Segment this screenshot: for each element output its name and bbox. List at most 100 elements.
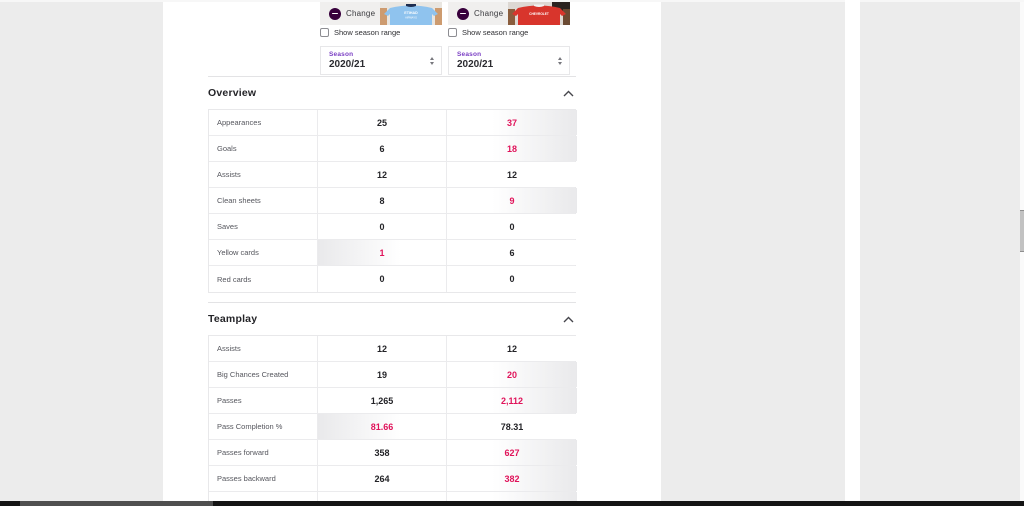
table-row: Clean sheets 8 9 bbox=[209, 188, 577, 214]
stat-value-right: 0 bbox=[447, 266, 577, 292]
chevron-up-icon[interactable] bbox=[563, 316, 576, 323]
stat-label: Passes backward bbox=[209, 466, 318, 491]
horizontal-scrollbar[interactable] bbox=[0, 501, 1024, 506]
stat-value-left: 0 bbox=[318, 214, 447, 239]
chevron-up-icon[interactable] bbox=[563, 90, 576, 97]
stat-value-left: 8 bbox=[318, 188, 447, 213]
horizontal-scrollbar-thumb[interactable] bbox=[20, 501, 213, 506]
section-teamplay: Teamplay Assists 12 12 Big Chances Creat… bbox=[208, 302, 577, 501]
stat-value-right: 12 bbox=[447, 162, 577, 187]
comparison-panel: Change ETIHAD AIRWAYS Change CHEVROLET bbox=[163, 2, 661, 501]
stat-value-left: 12 bbox=[318, 162, 447, 187]
stat-label: Yellow cards bbox=[209, 240, 318, 265]
stat-value-right: 78.31 bbox=[447, 414, 577, 439]
stat-value-right: 18 bbox=[447, 136, 577, 161]
section-teamplay-header[interactable]: Teamplay bbox=[208, 303, 576, 335]
show-season-range-label: Show season range bbox=[334, 28, 401, 37]
teamplay-table: Assists 12 12 Big Chances Created 19 20 … bbox=[208, 335, 577, 501]
stat-label: Goals bbox=[209, 136, 318, 161]
vertical-scrollbar-thumb[interactable] bbox=[1020, 210, 1024, 252]
jersey-sponsor-subtext: AIRWAYS bbox=[405, 16, 417, 20]
top-edge-strip bbox=[0, 0, 1024, 2]
stat-label: Red cards bbox=[209, 266, 318, 292]
stat-value-left: 6 bbox=[318, 136, 447, 161]
jersey-sponsor-text: CHEVROLET bbox=[529, 12, 549, 16]
player-card-left: Change ETIHAD AIRWAYS bbox=[320, 2, 442, 25]
show-season-range-left: Show season range bbox=[320, 27, 400, 38]
stat-label: Passes forward bbox=[209, 440, 318, 465]
stat-value-right: 9 bbox=[447, 188, 577, 213]
stat-value-left: 1,814 bbox=[318, 492, 447, 501]
section-title: Overview bbox=[208, 87, 257, 99]
stat-value-left: 264 bbox=[318, 466, 447, 491]
minus-circle-icon bbox=[457, 7, 469, 20]
show-season-range-label: Show season range bbox=[462, 28, 529, 37]
change-button-label: Change bbox=[474, 9, 504, 18]
stat-value-left: 19 bbox=[318, 362, 447, 387]
player-photo-left: ETIHAD AIRWAYS bbox=[380, 2, 442, 25]
stat-label: Assists bbox=[209, 336, 318, 361]
stat-value-left: 0 bbox=[318, 266, 447, 292]
stat-label: Touches bbox=[209, 492, 318, 501]
season-select-left[interactable]: Season 2020/21 bbox=[320, 46, 442, 75]
change-player-left-button[interactable]: Change bbox=[320, 2, 380, 25]
vertical-scrollbar[interactable] bbox=[1020, 2, 1024, 501]
table-row: Assists 12 12 bbox=[209, 162, 577, 188]
minus-circle-icon bbox=[329, 7, 341, 20]
stat-value-left: 12 bbox=[318, 336, 447, 361]
table-row: Saves 0 0 bbox=[209, 214, 577, 240]
stat-label: Passes bbox=[209, 388, 318, 413]
section-title: Teamplay bbox=[208, 313, 258, 325]
stat-value-right: 6 bbox=[447, 240, 577, 265]
player-photo-right: CHEVROLET bbox=[508, 2, 570, 25]
stat-value-right: 382 bbox=[447, 466, 577, 491]
table-row: Big Chances Created 19 20 bbox=[209, 362, 577, 388]
stat-value-right: 37 bbox=[447, 110, 577, 135]
stat-label: Appearances bbox=[209, 110, 318, 135]
table-row: Passes forward 358 627 bbox=[209, 440, 577, 466]
section-overview-header[interactable]: Overview bbox=[208, 77, 576, 109]
stat-value-right: 12 bbox=[447, 336, 577, 361]
show-season-range-checkbox[interactable] bbox=[448, 28, 457, 37]
table-row: Yellow cards 1 6 bbox=[209, 240, 577, 266]
stepper-icon bbox=[430, 56, 434, 65]
jersey-sponsor-text: ETIHAD bbox=[404, 11, 418, 15]
table-row: Passes 1,265 2,112 bbox=[209, 388, 577, 414]
stat-label: Saves bbox=[209, 214, 318, 239]
stat-label: Pass Completion % bbox=[209, 414, 318, 439]
stat-value-right: 20 bbox=[447, 362, 577, 387]
show-season-range-checkbox[interactable] bbox=[320, 28, 329, 37]
stat-value-right: 2,849 bbox=[447, 492, 577, 501]
stepper-icon bbox=[558, 56, 562, 65]
show-season-range-right: Show season range bbox=[448, 27, 528, 38]
season-select-right[interactable]: Season 2020/21 bbox=[448, 46, 570, 75]
stat-value-left: 358 bbox=[318, 440, 447, 465]
stat-label: Big Chances Created bbox=[209, 362, 318, 387]
section-overview: Overview Appearances 25 37 Goals 6 18 As… bbox=[208, 76, 577, 293]
table-row: Goals 6 18 bbox=[209, 136, 577, 162]
table-row: Assists 12 12 bbox=[209, 336, 577, 362]
season-label: Season bbox=[457, 51, 482, 58]
change-player-right-button[interactable]: Change bbox=[448, 2, 508, 25]
stat-value-right: 627 bbox=[447, 440, 577, 465]
stat-value-left: 1 bbox=[318, 240, 447, 265]
overview-table: Appearances 25 37 Goals 6 18 Assists 12 … bbox=[208, 109, 577, 293]
stat-value-left: 81.66 bbox=[318, 414, 447, 439]
stat-value-right: 0 bbox=[447, 214, 577, 239]
stat-value-left: 25 bbox=[318, 110, 447, 135]
table-row: Passes backward 264 382 bbox=[209, 466, 577, 492]
stat-label: Clean sheets bbox=[209, 188, 318, 213]
table-row: Touches 1,814 2,849 bbox=[209, 492, 577, 501]
season-label: Season bbox=[329, 51, 354, 58]
table-row: Red cards 0 0 bbox=[209, 266, 577, 292]
stat-value-right: 2,112 bbox=[447, 388, 577, 413]
stat-value-left: 1,265 bbox=[318, 388, 447, 413]
panel-gap-strip bbox=[845, 0, 860, 501]
player-card-right: Change CHEVROLET bbox=[448, 2, 570, 25]
season-value: 2020/21 bbox=[329, 59, 366, 70]
stat-label: Assists bbox=[209, 162, 318, 187]
season-value: 2020/21 bbox=[457, 59, 494, 70]
table-row: Pass Completion % 81.66 78.31 bbox=[209, 414, 577, 440]
table-row: Appearances 25 37 bbox=[209, 110, 577, 136]
change-button-label: Change bbox=[346, 9, 376, 18]
